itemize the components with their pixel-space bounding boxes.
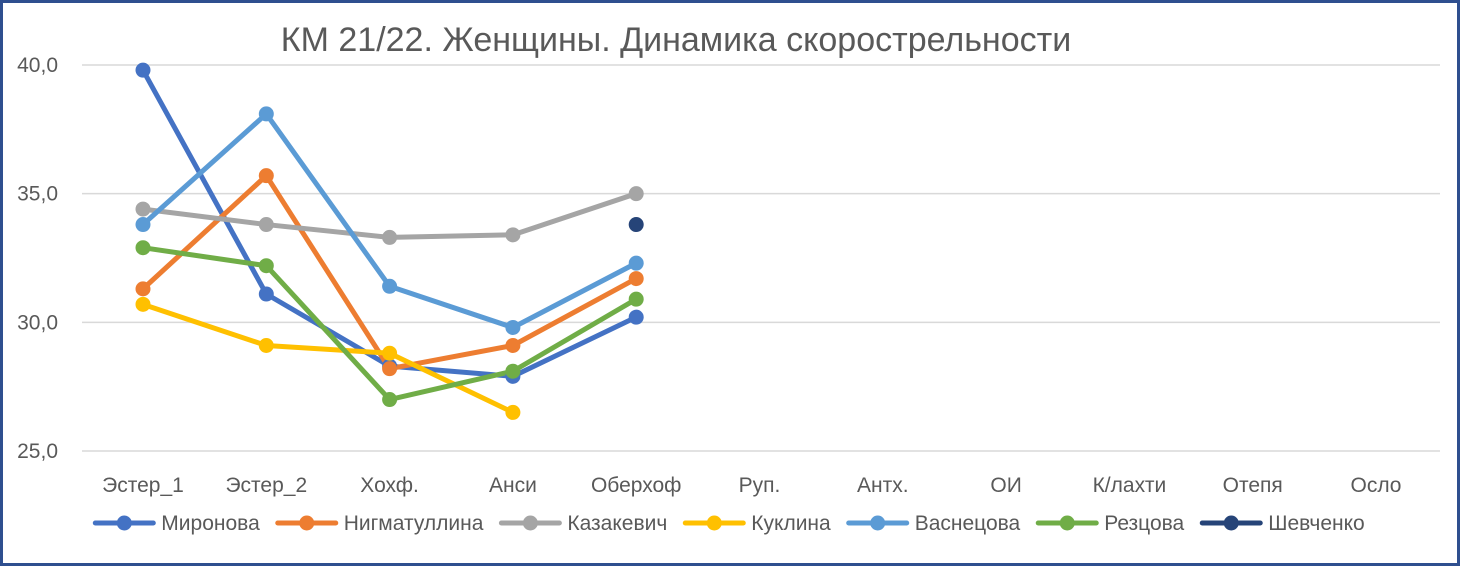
data-point: [135, 281, 151, 297]
legend-swatch-marker: [116, 515, 132, 531]
data-point: [258, 286, 274, 302]
y-tick-label: 35,0: [17, 183, 58, 206]
x-tick-label: ОИ: [990, 474, 1021, 497]
y-tick-label: 25,0: [17, 440, 58, 463]
legend-swatch-marker: [299, 515, 315, 531]
legend-label: Васнецова: [915, 512, 1021, 535]
legend-item: Нигматуллина: [275, 512, 484, 535]
y-tick-label: 40,0: [17, 54, 58, 77]
x-tick-label: Осло: [1350, 474, 1401, 497]
data-point: [258, 217, 274, 233]
data-point: [258, 106, 274, 122]
x-tick-label: Оберхоф: [591, 474, 681, 497]
data-point: [382, 345, 398, 361]
data-point: [258, 337, 274, 353]
data-point: [135, 62, 151, 78]
gridlines: [82, 64, 1440, 452]
legend-swatch-marker: [1223, 515, 1239, 531]
legend-swatch-marker: [706, 515, 722, 531]
legend-label: Куклина: [751, 512, 831, 535]
legend-item: Васнецова: [846, 512, 1021, 535]
legend-item: Резцова: [1035, 512, 1185, 535]
data-point: [382, 278, 398, 294]
legend-label: Миронова: [161, 512, 260, 535]
x-tick-label: Анси: [489, 474, 537, 497]
series-line-5: [140, 245, 639, 403]
legend: Миронова Нигматуллина Казакевич Куклина Васн…: [92, 512, 1365, 535]
x-axis-ticks: Эстер_1 Эстер_2 Хохф. Анси Оберхоф Руп. Антх. О…: [102, 474, 1401, 497]
x-tick-label: Эстер_1: [102, 474, 184, 497]
data-point: [135, 217, 151, 233]
legend-swatch-marker: [522, 515, 538, 531]
legend-label: Шевченко: [1268, 512, 1364, 535]
legend-label: Казакевич: [567, 512, 667, 535]
data-point: [382, 392, 398, 408]
data-point: [628, 309, 644, 325]
data-point: [628, 291, 644, 307]
legend-item: Шевченко: [1199, 512, 1365, 535]
data-point: [628, 255, 644, 271]
x-tick-label: Эстер_2: [225, 474, 307, 497]
data-point: [505, 319, 521, 335]
chart-title: КМ 21/22. Женщины. Динамика скорострельн…: [281, 21, 1071, 59]
x-tick-label: Хохф.: [360, 474, 419, 497]
data-point: [628, 186, 644, 202]
series-line-3: [140, 301, 516, 415]
legend-label: Нигматуллина: [344, 512, 484, 535]
x-tick-label: К/лахти: [1093, 474, 1167, 497]
x-tick-label: Антх.: [857, 474, 909, 497]
data-point: [135, 296, 151, 312]
data-point: [505, 363, 521, 379]
data-point: [382, 229, 398, 245]
legend-item: Куклина: [682, 512, 831, 535]
data-point: [135, 240, 151, 256]
data-point: [628, 271, 644, 287]
x-tick-label: Отепя: [1223, 474, 1283, 497]
y-axis-ticks: 25,0 30,0 35,0 40,0: [17, 54, 58, 463]
data-point: [505, 337, 521, 353]
series-points: [135, 62, 644, 420]
legend-item: Миронова: [92, 512, 260, 535]
legend-swatch-marker: [870, 515, 886, 531]
data-point: [258, 168, 274, 184]
y-tick-label: 30,0: [17, 311, 58, 334]
data-point: [382, 361, 398, 377]
data-point: [628, 217, 644, 233]
data-point: [505, 404, 521, 420]
legend-label: Резцова: [1104, 512, 1184, 535]
data-point: [135, 201, 151, 217]
legend-item: Казакевич: [498, 512, 667, 535]
x-tick-label: Руп.: [739, 474, 781, 497]
legend-swatch-marker: [1059, 515, 1075, 531]
data-point: [505, 227, 521, 243]
data-point: [258, 258, 274, 274]
